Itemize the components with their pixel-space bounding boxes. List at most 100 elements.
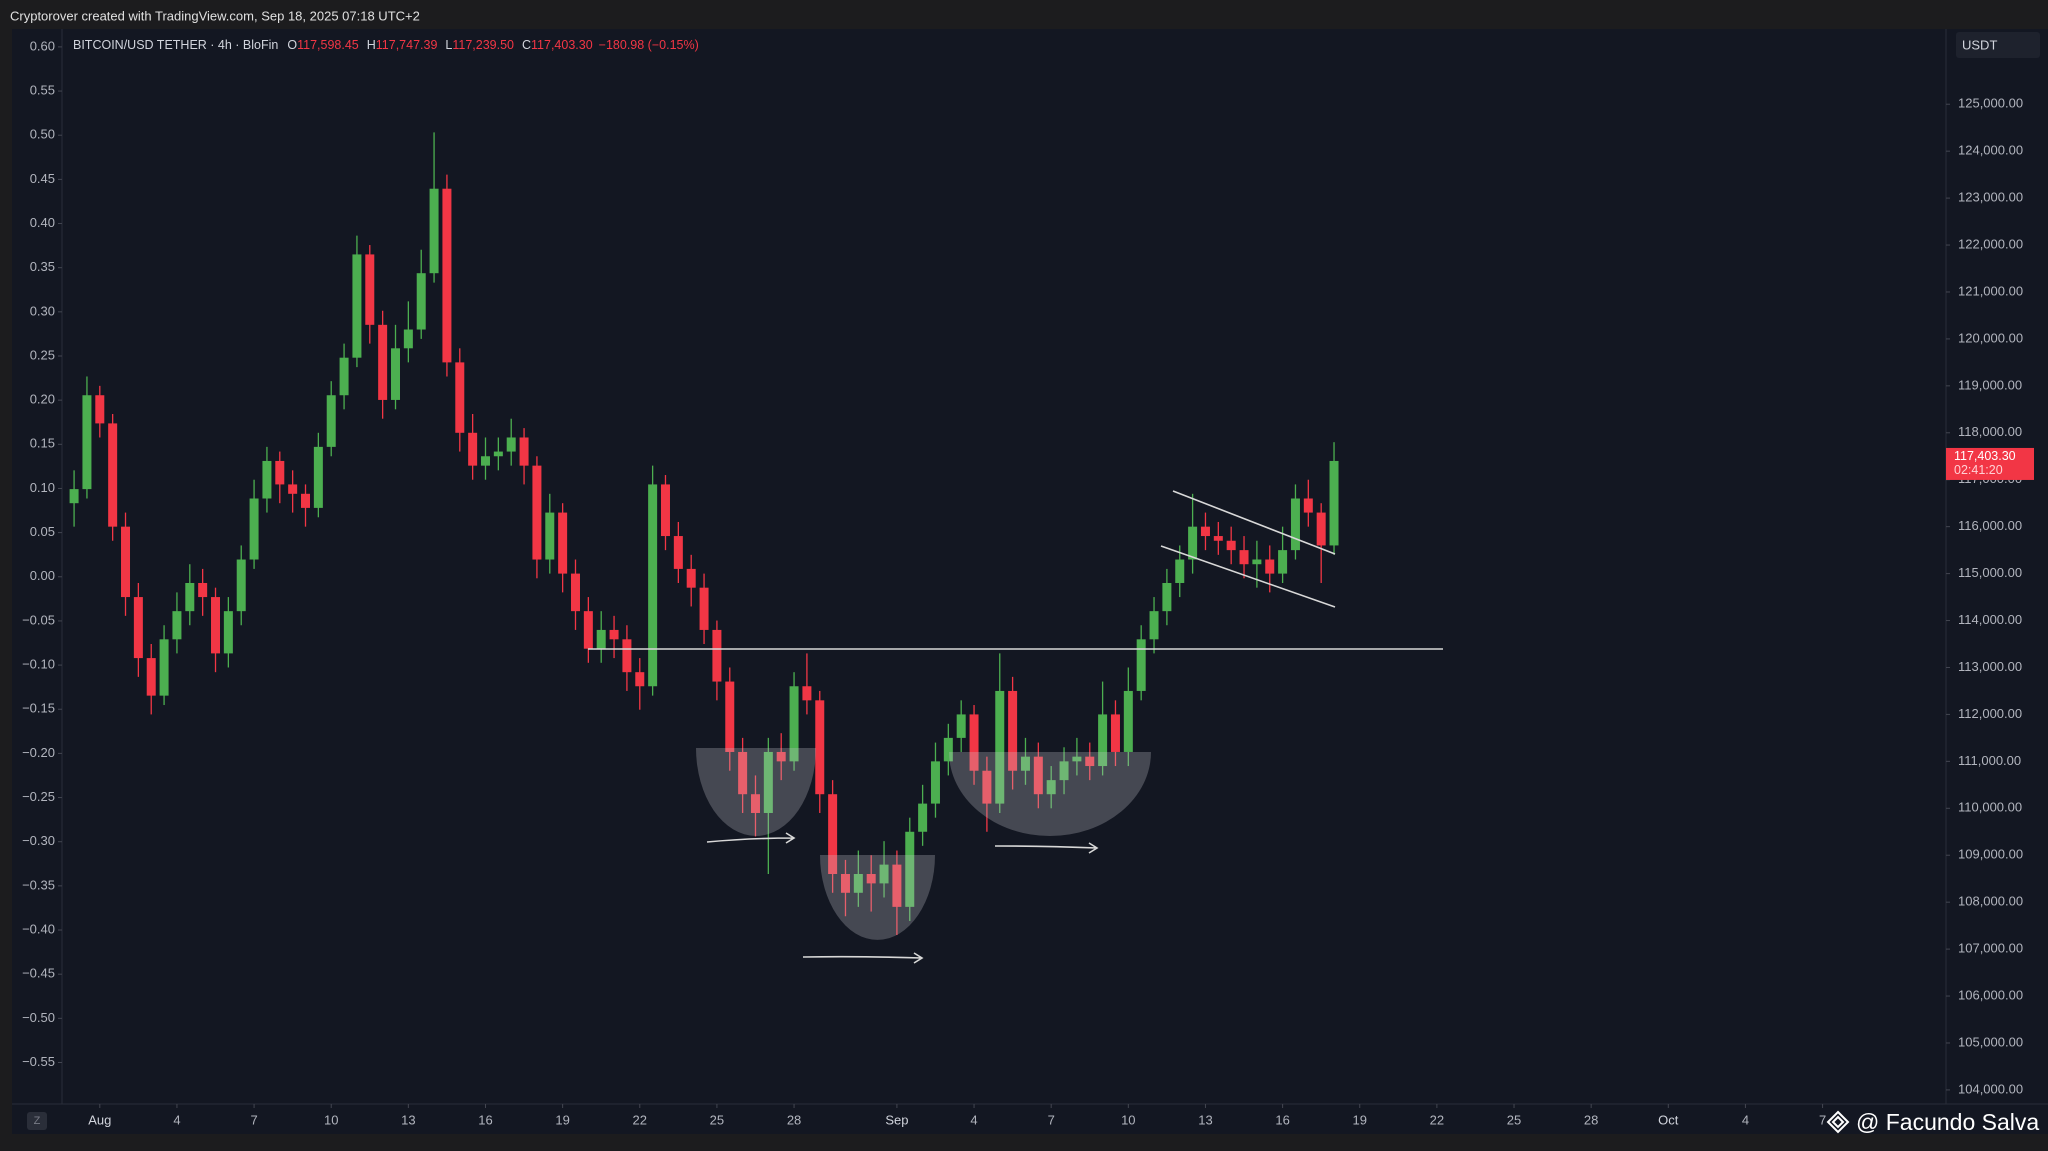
candle-body	[519, 437, 529, 466]
candle-body	[892, 864, 902, 907]
x-tick-label: 16	[1275, 1112, 1289, 1127]
candle-body	[275, 460, 285, 485]
x-tick-label: 13	[1198, 1112, 1212, 1127]
y2-tick-label: −0.15	[22, 701, 55, 716]
candle-body	[108, 423, 118, 527]
candle-body	[995, 690, 1005, 804]
candle-body	[262, 460, 272, 499]
x-tick-label: 7	[1819, 1112, 1826, 1127]
x-tick-label: 7	[250, 1112, 257, 1127]
arrow	[994, 842, 1099, 854]
y-tick-label: 116,000.00	[1958, 518, 2022, 533]
candle-body	[172, 611, 182, 640]
y2-tick-label: 0.05	[30, 524, 55, 539]
y-tick-label: 109,000.00	[1958, 847, 2023, 862]
candle-body	[609, 629, 619, 640]
candle-body	[853, 874, 863, 893]
legend-key: L	[445, 38, 452, 52]
candle-body	[1175, 559, 1185, 583]
legend-key: H	[367, 38, 376, 52]
candle-body	[738, 751, 748, 795]
candle-body	[596, 629, 606, 649]
y2-tick-label: 0.50	[30, 127, 55, 142]
legend-value: 117,239.50	[452, 38, 514, 52]
cup-shape	[820, 855, 935, 940]
candle-body	[506, 437, 516, 452]
y2-tick-label: 0.55	[30, 82, 55, 97]
watermark: @ Facundo Salva	[1856, 1109, 2039, 1135]
y-tick-label: 120,000.00	[1958, 330, 2023, 345]
x-tick-label: 4	[173, 1112, 180, 1127]
y2-tick-label: 0.20	[30, 392, 55, 407]
zoom-icon[interactable]: Z	[34, 1115, 41, 1127]
candle-body	[1110, 714, 1120, 752]
candle-body	[442, 188, 452, 363]
candle-body	[815, 700, 825, 795]
candle-body	[313, 446, 323, 508]
x-tick-label: 13	[401, 1112, 415, 1127]
candle-body	[1123, 690, 1133, 752]
candle-body	[930, 761, 940, 804]
y2-tick-label: 0.15	[30, 436, 55, 451]
candle-body	[982, 770, 992, 804]
candle-body	[468, 432, 478, 466]
candle-body	[712, 629, 722, 682]
candle-body	[828, 794, 838, 875]
candle-body	[763, 751, 773, 813]
y2-tick-label: 0.10	[30, 480, 55, 495]
y-tick-label: 105,000.00	[1958, 1034, 2023, 1049]
candle-body	[532, 465, 542, 560]
candle-body	[185, 582, 195, 612]
legend: BITCOIN/USD TETHER · 4h · BloFin O117,598…	[73, 38, 699, 52]
zoom-button[interactable]	[27, 1112, 47, 1130]
candle-body	[750, 794, 760, 813]
y-tick-label: 125,000.00	[1958, 96, 2023, 111]
y-tick-label: 123,000.00	[1958, 190, 2023, 205]
candle-body	[339, 357, 349, 396]
x-tick-label: 28	[787, 1112, 801, 1127]
candle-body	[236, 559, 246, 612]
candle-body	[326, 395, 336, 447]
x-tick-label: 25	[710, 1112, 724, 1127]
candle-body	[288, 484, 298, 494]
candle-body	[1290, 498, 1300, 551]
x-tick-label: 10	[1121, 1112, 1135, 1127]
candle-body	[802, 686, 812, 701]
x-tick-label: Aug	[88, 1112, 111, 1127]
candle-body	[943, 737, 953, 762]
candle-body	[133, 597, 143, 659]
candle-body	[159, 639, 169, 696]
cup-shape	[696, 748, 816, 836]
x-tick-label: 4	[1742, 1112, 1749, 1127]
legend-value: 117,747.39	[376, 38, 438, 52]
x-tick-label: 22	[633, 1112, 647, 1127]
y-tick-label: 111,000.00	[1958, 753, 2021, 768]
candle-body	[1072, 756, 1082, 762]
candle-body	[249, 498, 259, 560]
candle-body	[403, 329, 413, 349]
y-tick-label: 121,000.00	[1958, 283, 2023, 298]
y-tick-label: 115,000.00	[1958, 565, 2022, 580]
candle-body	[352, 254, 362, 358]
candle-body	[956, 714, 966, 738]
legend-value: 117,403.30	[531, 38, 593, 52]
annotations	[588, 490, 1443, 964]
y-tick-label: 124,000.00	[1958, 143, 2023, 158]
x-tick-label: 22	[1430, 1112, 1444, 1127]
candle-body	[146, 658, 156, 696]
candle-body	[480, 456, 490, 466]
candle-body	[583, 611, 593, 649]
y2-tick-label: −0.25	[22, 789, 55, 804]
y2-tick-label: −0.50	[22, 1010, 55, 1025]
x-tick-label: 4	[970, 1112, 977, 1127]
candle-body	[1239, 550, 1249, 565]
candle-body	[1008, 690, 1018, 771]
candle-body	[82, 395, 92, 490]
x-tick-label: 25	[1507, 1112, 1521, 1127]
candle-body	[1059, 761, 1069, 781]
x-tick-label: 16	[478, 1112, 492, 1127]
candle-body	[1226, 540, 1236, 551]
channel-line	[1160, 545, 1336, 608]
chart-bg	[12, 29, 2048, 1134]
